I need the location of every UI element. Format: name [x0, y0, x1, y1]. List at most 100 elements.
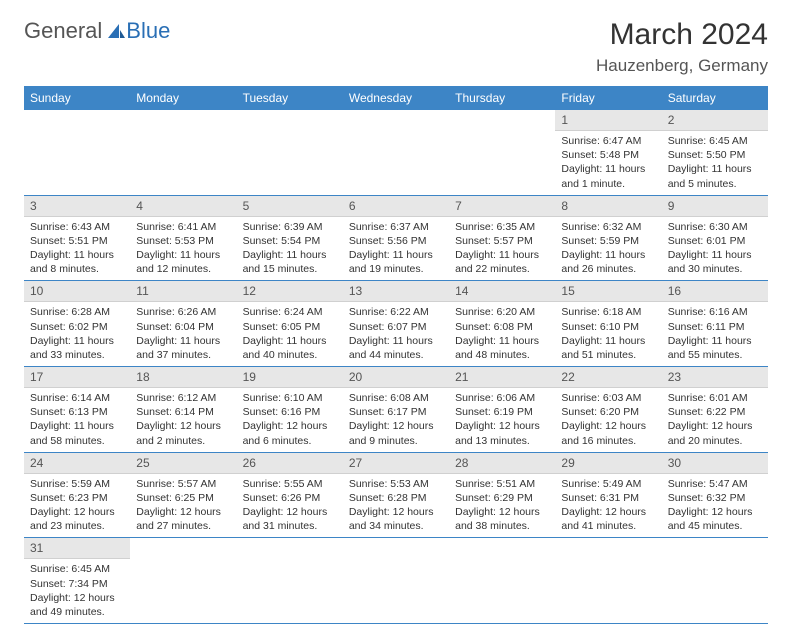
empty-cell — [343, 110, 449, 195]
day-cell: 23Sunrise: 6:01 AMSunset: 6:22 PMDayligh… — [662, 367, 768, 453]
day-number: 12 — [237, 281, 343, 302]
sunset-text: Sunset: 6:26 PM — [243, 491, 337, 505]
day-body: Sunrise: 6:16 AMSunset: 6:11 PMDaylight:… — [662, 302, 768, 366]
daylight-text: Daylight: 11 hours and 30 minutes. — [668, 248, 762, 276]
calendar-row: 3Sunrise: 6:43 AMSunset: 5:51 PMDaylight… — [24, 195, 768, 281]
day-number: 16 — [662, 281, 768, 302]
day-body: Sunrise: 6:10 AMSunset: 6:16 PMDaylight:… — [237, 388, 343, 452]
daylight-text: Daylight: 11 hours and 48 minutes. — [455, 334, 549, 362]
sunset-text: Sunset: 5:59 PM — [561, 234, 655, 248]
sunrise-text: Sunrise: 6:12 AM — [136, 391, 230, 405]
sunset-text: Sunset: 5:54 PM — [243, 234, 337, 248]
sunrise-text: Sunrise: 6:16 AM — [668, 305, 762, 319]
day-number: 1 — [555, 110, 661, 131]
day-cell: 9Sunrise: 6:30 AMSunset: 6:01 PMDaylight… — [662, 195, 768, 281]
day-cell: 19Sunrise: 6:10 AMSunset: 6:16 PMDayligh… — [237, 367, 343, 453]
day-body: Sunrise: 6:41 AMSunset: 5:53 PMDaylight:… — [130, 217, 236, 281]
daylight-text: Daylight: 11 hours and 44 minutes. — [349, 334, 443, 362]
day-number: 2 — [662, 110, 768, 131]
empty-cell — [343, 538, 449, 624]
day-number: 6 — [343, 196, 449, 217]
daylight-text: Daylight: 12 hours and 23 minutes. — [30, 505, 124, 533]
day-body: Sunrise: 6:30 AMSunset: 6:01 PMDaylight:… — [662, 217, 768, 281]
sunrise-text: Sunrise: 6:24 AM — [243, 305, 337, 319]
sunrise-text: Sunrise: 6:03 AM — [561, 391, 655, 405]
day-number: 4 — [130, 196, 236, 217]
empty-cell — [24, 110, 130, 195]
sunrise-text: Sunrise: 6:32 AM — [561, 220, 655, 234]
day-body: Sunrise: 6:08 AMSunset: 6:17 PMDaylight:… — [343, 388, 449, 452]
sunset-text: Sunset: 6:05 PM — [243, 320, 337, 334]
day-cell: 26Sunrise: 5:55 AMSunset: 6:26 PMDayligh… — [237, 452, 343, 538]
sunrise-text: Sunrise: 6:30 AM — [668, 220, 762, 234]
daylight-text: Daylight: 11 hours and 37 minutes. — [136, 334, 230, 362]
sunset-text: Sunset: 6:20 PM — [561, 405, 655, 419]
daylight-text: Daylight: 11 hours and 33 minutes. — [30, 334, 124, 362]
day-cell: 10Sunrise: 6:28 AMSunset: 6:02 PMDayligh… — [24, 281, 130, 367]
sunrise-text: Sunrise: 5:47 AM — [668, 477, 762, 491]
sunrise-text: Sunrise: 6:08 AM — [349, 391, 443, 405]
daylight-text: Daylight: 12 hours and 13 minutes. — [455, 419, 549, 447]
sunset-text: Sunset: 6:11 PM — [668, 320, 762, 334]
daylight-text: Daylight: 12 hours and 34 minutes. — [349, 505, 443, 533]
day-body: Sunrise: 5:57 AMSunset: 6:25 PMDaylight:… — [130, 474, 236, 538]
daylight-text: Daylight: 11 hours and 40 minutes. — [243, 334, 337, 362]
sunrise-text: Sunrise: 5:49 AM — [561, 477, 655, 491]
calendar-row: 31Sunrise: 6:45 AMSunset: 7:34 PMDayligh… — [24, 538, 768, 624]
weekday-header: Saturday — [662, 86, 768, 110]
sunrise-text: Sunrise: 6:35 AM — [455, 220, 549, 234]
sunset-text: Sunset: 6:19 PM — [455, 405, 549, 419]
day-number: 18 — [130, 367, 236, 388]
day-body: Sunrise: 6:24 AMSunset: 6:05 PMDaylight:… — [237, 302, 343, 366]
daylight-text: Daylight: 12 hours and 31 minutes. — [243, 505, 337, 533]
sunset-text: Sunset: 6:01 PM — [668, 234, 762, 248]
day-cell: 22Sunrise: 6:03 AMSunset: 6:20 PMDayligh… — [555, 367, 661, 453]
empty-cell — [237, 110, 343, 195]
daylight-text: Daylight: 11 hours and 51 minutes. — [561, 334, 655, 362]
sunrise-text: Sunrise: 5:51 AM — [455, 477, 549, 491]
day-cell: 16Sunrise: 6:16 AMSunset: 6:11 PMDayligh… — [662, 281, 768, 367]
day-body: Sunrise: 6:37 AMSunset: 5:56 PMDaylight:… — [343, 217, 449, 281]
sunrise-text: Sunrise: 6:28 AM — [30, 305, 124, 319]
day-cell: 5Sunrise: 6:39 AMSunset: 5:54 PMDaylight… — [237, 195, 343, 281]
sunrise-text: Sunrise: 6:06 AM — [455, 391, 549, 405]
day-number: 19 — [237, 367, 343, 388]
empty-cell — [130, 110, 236, 195]
day-number: 20 — [343, 367, 449, 388]
day-body: Sunrise: 6:06 AMSunset: 6:19 PMDaylight:… — [449, 388, 555, 452]
day-body: Sunrise: 6:45 AMSunset: 7:34 PMDaylight:… — [24, 559, 130, 623]
sunrise-text: Sunrise: 6:45 AM — [30, 562, 124, 576]
daylight-text: Daylight: 12 hours and 27 minutes. — [136, 505, 230, 533]
day-cell: 20Sunrise: 6:08 AMSunset: 6:17 PMDayligh… — [343, 367, 449, 453]
daylight-text: Daylight: 11 hours and 12 minutes. — [136, 248, 230, 276]
daylight-text: Daylight: 12 hours and 38 minutes. — [455, 505, 549, 533]
page-title: March 2024 — [596, 18, 768, 52]
sunrise-text: Sunrise: 6:10 AM — [243, 391, 337, 405]
day-body: Sunrise: 6:28 AMSunset: 6:02 PMDaylight:… — [24, 302, 130, 366]
weekday-header: Thursday — [449, 86, 555, 110]
sunset-text: Sunset: 6:04 PM — [136, 320, 230, 334]
day-body: Sunrise: 6:03 AMSunset: 6:20 PMDaylight:… — [555, 388, 661, 452]
day-body: Sunrise: 6:47 AMSunset: 5:48 PMDaylight:… — [555, 131, 661, 195]
sunset-text: Sunset: 5:53 PM — [136, 234, 230, 248]
daylight-text: Daylight: 12 hours and 6 minutes. — [243, 419, 337, 447]
day-number: 26 — [237, 453, 343, 474]
sunset-text: Sunset: 6:25 PM — [136, 491, 230, 505]
sunset-text: Sunset: 5:56 PM — [349, 234, 443, 248]
day-body: Sunrise: 6:12 AMSunset: 6:14 PMDaylight:… — [130, 388, 236, 452]
sunrise-text: Sunrise: 6:45 AM — [668, 134, 762, 148]
day-number: 7 — [449, 196, 555, 217]
sunrise-text: Sunrise: 5:59 AM — [30, 477, 124, 491]
daylight-text: Daylight: 12 hours and 16 minutes. — [561, 419, 655, 447]
weekday-header: Wednesday — [343, 86, 449, 110]
sunrise-text: Sunrise: 6:37 AM — [349, 220, 443, 234]
day-cell: 31Sunrise: 6:45 AMSunset: 7:34 PMDayligh… — [24, 538, 130, 624]
weekday-header: Sunday — [24, 86, 130, 110]
day-cell: 7Sunrise: 6:35 AMSunset: 5:57 PMDaylight… — [449, 195, 555, 281]
logo-word1: General — [24, 18, 102, 44]
sunrise-text: Sunrise: 6:20 AM — [455, 305, 549, 319]
day-body: Sunrise: 6:43 AMSunset: 5:51 PMDaylight:… — [24, 217, 130, 281]
sunrise-text: Sunrise: 6:41 AM — [136, 220, 230, 234]
calendar-row: 1Sunrise: 6:47 AMSunset: 5:48 PMDaylight… — [24, 110, 768, 195]
daylight-text: Daylight: 11 hours and 1 minute. — [561, 162, 655, 190]
